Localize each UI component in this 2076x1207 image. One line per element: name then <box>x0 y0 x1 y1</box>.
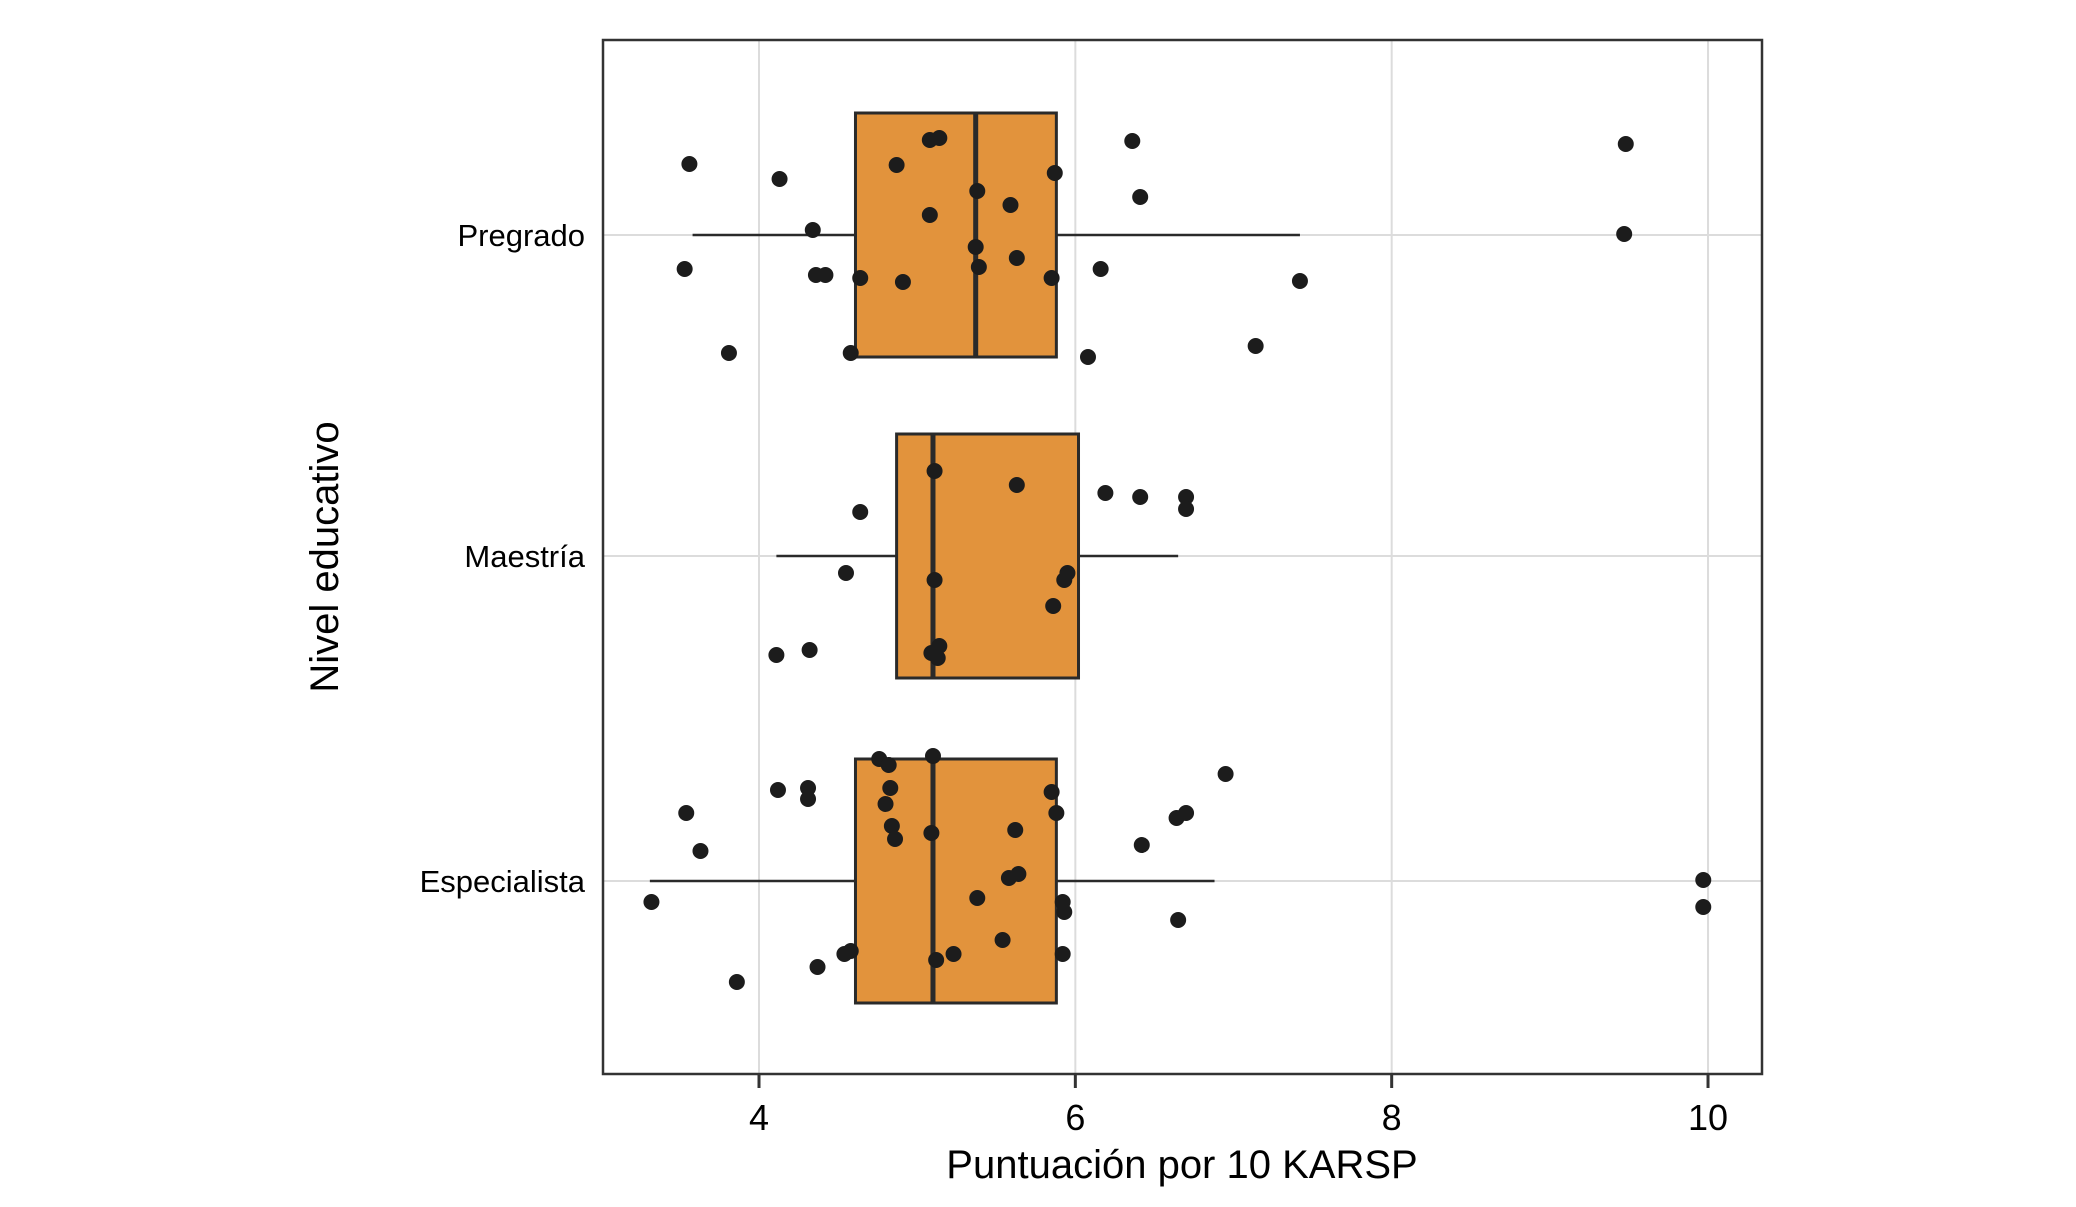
data-point-especialista <box>1178 805 1195 821</box>
x-tick-label: 8 <box>1382 1097 1402 1138</box>
x-tick-label: 4 <box>749 1097 769 1138</box>
y-category-label-especialista: Especialista <box>420 864 586 899</box>
data-point-especialista <box>880 757 897 773</box>
data-point-especialista <box>728 974 745 990</box>
data-point-especialista <box>1133 837 1150 853</box>
data-point-especialista <box>678 805 695 821</box>
data-point-maestria <box>931 638 948 654</box>
data-point-pregrado <box>676 261 693 277</box>
data-point-maestria <box>926 572 943 588</box>
data-point-pregrado <box>1291 273 1308 289</box>
data-point-especialista <box>643 894 660 910</box>
data-point-pregrado <box>720 345 737 361</box>
data-point-especialista <box>877 796 894 812</box>
data-point-pregrado <box>970 259 987 275</box>
data-point-maestria <box>801 642 818 658</box>
data-point-especialista <box>1217 766 1234 782</box>
y-category-label-pregrado: Pregrado <box>457 218 585 253</box>
data-point-pregrado <box>888 157 905 173</box>
data-point-especialista <box>842 943 859 959</box>
data-point-especialista <box>1048 805 1065 821</box>
data-point-especialista <box>883 818 900 834</box>
data-point-pregrado <box>771 171 788 187</box>
data-point-especialista <box>1010 866 1027 882</box>
y-axis-title: Nivel educativo <box>303 421 347 692</box>
x-tick-label: 6 <box>1065 1097 1085 1138</box>
data-point-especialista <box>1007 822 1024 838</box>
y-category-label-maestria: Maestría <box>464 539 585 574</box>
data-point-especialista <box>882 780 899 796</box>
data-point-pregrado <box>1002 197 1019 213</box>
data-point-especialista <box>1170 912 1187 928</box>
data-point-especialista <box>887 831 904 847</box>
data-point-pregrado <box>967 239 984 255</box>
data-point-pregrado <box>1046 165 1063 181</box>
box-maestria <box>895 432 1081 680</box>
data-point-pregrado <box>852 270 869 286</box>
data-point-especialista <box>923 825 940 841</box>
boxplot-layer <box>649 111 1300 1005</box>
x-axis-title: Puntuación por 10 KARSP <box>946 1143 1417 1187</box>
data-point-maestria <box>837 565 854 581</box>
data-point-pregrado <box>1132 189 1149 205</box>
data-point-maestria <box>1097 485 1114 501</box>
data-point-especialista <box>1056 904 1073 920</box>
data-point-maestria <box>1178 501 1195 517</box>
data-point-pregrado <box>1617 136 1634 152</box>
data-point-especialista <box>809 959 826 975</box>
data-point-maestria <box>1045 598 1062 614</box>
data-point-maestria <box>768 647 785 663</box>
data-point-maestria <box>1178 489 1195 505</box>
panel-border <box>601 38 1764 1076</box>
data-point-pregrado <box>1043 270 1060 286</box>
data-point-especialista <box>800 780 817 796</box>
data-point-pregrado <box>894 274 911 290</box>
box-pregrado <box>853 111 1058 359</box>
data-point-pregrado <box>1124 133 1141 149</box>
data-point-especialista <box>1043 784 1060 800</box>
data-point-especialista <box>969 890 986 906</box>
data-point-maestria <box>852 504 869 520</box>
data-point-pregrado <box>1616 226 1633 242</box>
data-point-especialista <box>1695 872 1712 888</box>
data-point-especialista <box>1054 946 1071 962</box>
data-point-pregrado <box>931 130 948 146</box>
data-point-maestria <box>929 650 946 666</box>
data-point-pregrado <box>804 222 821 238</box>
data-point-maestria <box>1059 565 1076 581</box>
data-point-pregrado <box>1008 250 1025 266</box>
data-point-especialista <box>1695 899 1712 915</box>
x-tick-label: 10 <box>1688 1097 1728 1138</box>
data-point-especialista <box>994 932 1011 948</box>
data-point-pregrado <box>681 156 698 172</box>
box-especialista <box>853 757 1058 1005</box>
data-point-especialista <box>945 946 962 962</box>
data-point-especialista <box>800 791 817 807</box>
data-point-maestria <box>1132 489 1149 505</box>
data-point-pregrado <box>817 267 834 283</box>
data-point-pregrado <box>1092 261 1109 277</box>
data-point-pregrado <box>921 207 938 223</box>
data-point-pregrado <box>1079 349 1096 365</box>
data-point-especialista <box>769 782 786 798</box>
data-point-especialista <box>924 748 941 764</box>
data-point-pregrado <box>969 183 986 199</box>
data-point-maestria <box>1008 477 1025 493</box>
data-point-pregrado <box>1247 338 1264 354</box>
data-point-especialista <box>928 952 945 968</box>
data-point-especialista <box>692 843 709 859</box>
data-point-maestria <box>926 463 943 479</box>
data-point-pregrado <box>842 345 859 361</box>
jitter-points-layer <box>643 130 1712 990</box>
axes-layer: 4 6 8 10 Pregrado Maestría Especialista <box>420 38 1764 1138</box>
